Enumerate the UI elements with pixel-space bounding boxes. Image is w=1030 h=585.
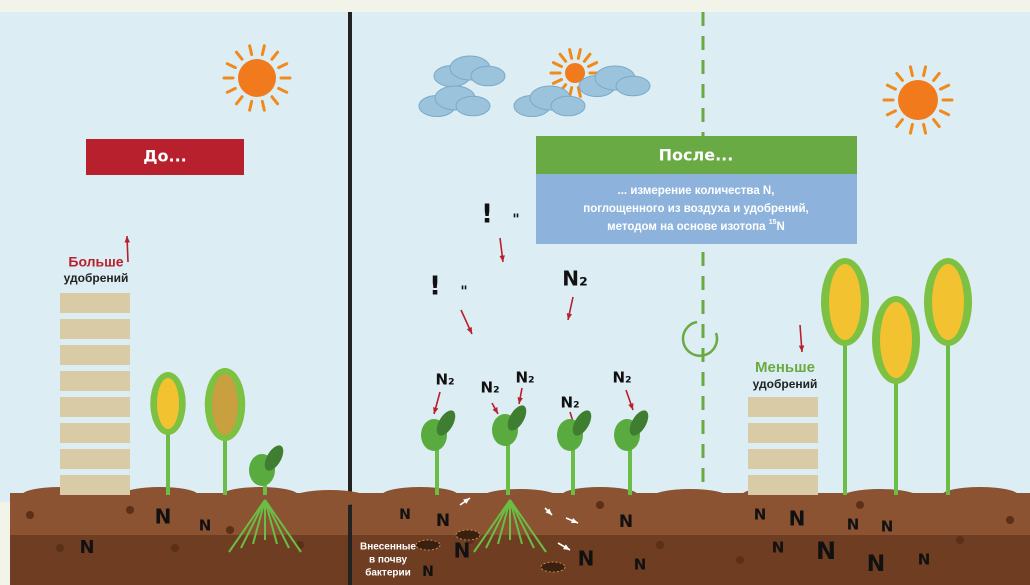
fertilizer-bag	[60, 293, 130, 313]
bacterium	[416, 540, 440, 550]
air-label: N₂	[612, 369, 631, 387]
sun-ray	[250, 101, 252, 110]
soil-label: N	[881, 518, 894, 536]
soil-pebble	[171, 544, 179, 552]
fertilizer-bag	[748, 397, 818, 417]
fertilizer-label: удобрений	[753, 377, 818, 391]
cloud	[471, 66, 505, 86]
soil-label: N	[816, 537, 836, 565]
fertilizer-bag	[748, 423, 818, 443]
soil-label: N	[155, 505, 172, 529]
mark: !	[481, 200, 493, 230]
soil-pebble	[736, 556, 744, 564]
bacteria-caption: бактерии	[365, 567, 411, 579]
corn-cob	[157, 378, 179, 429]
description-line: методом на основе изотопа	[607, 221, 766, 233]
air-label: N₂	[562, 267, 588, 291]
soil-pebble	[1006, 516, 1014, 524]
soil-label: N	[436, 511, 450, 531]
before-title: До...	[143, 147, 186, 166]
soil-clump	[842, 489, 918, 505]
soil-label: N	[454, 539, 471, 563]
fertilizer-bag	[748, 475, 818, 495]
air-label: N₂	[480, 379, 499, 397]
sun-ray	[262, 46, 264, 55]
fertilizer-bag	[60, 319, 130, 339]
mark: !	[429, 272, 441, 302]
fertilizer-bag	[60, 397, 130, 417]
soil-label: N	[847, 516, 860, 534]
soil-clump	[652, 489, 728, 505]
cloud	[551, 96, 585, 116]
sun-ray	[924, 67, 926, 76]
fertilizer-bag	[748, 449, 818, 469]
soil-pebble	[226, 526, 234, 534]
fertilizer-amount: Меньше	[755, 359, 815, 376]
soil-clump	[222, 487, 298, 503]
isotope-element: N	[777, 221, 785, 233]
sun-ray	[924, 124, 926, 133]
air-label: N₂	[560, 394, 579, 412]
mark: "	[460, 284, 467, 300]
description-line: методом на основе изотопа 15N	[607, 219, 785, 233]
corn-cob	[932, 264, 964, 340]
description-line: ... измерение количества N,	[618, 185, 775, 197]
soil-label: N	[789, 507, 806, 531]
soil-label: N	[578, 547, 595, 571]
fertilizer-bag	[60, 423, 130, 443]
fertilizer-amount: Больше	[68, 254, 123, 270]
soil-pebble	[656, 541, 664, 549]
fertilizer-bag	[60, 345, 130, 365]
sun-ray	[578, 50, 580, 59]
soil-pebble	[126, 506, 134, 514]
soil-label: N	[199, 517, 212, 535]
soil-label: N	[867, 552, 885, 577]
soil-label: N	[634, 556, 647, 574]
air-label: N₂	[435, 371, 454, 389]
bacterium	[541, 562, 565, 572]
soil-pebble	[856, 501, 864, 509]
cloud	[456, 96, 490, 116]
bacteria-caption: в почву	[369, 555, 408, 566]
fertilizer-bag	[60, 475, 130, 495]
corn-cob	[212, 374, 238, 435]
soil-label: N	[79, 537, 94, 558]
soil-clump	[122, 487, 198, 503]
infographic: До... После... ... измерение количества …	[0, 0, 1030, 585]
mark: "	[512, 212, 519, 228]
soil-label: N	[754, 506, 767, 524]
fertilizer-bag	[60, 449, 130, 469]
soil-clump	[482, 489, 558, 505]
sun-ray	[250, 46, 252, 55]
corn-cob	[880, 302, 912, 378]
fertilizer-label: удобрений	[64, 271, 129, 285]
soil-label: N	[918, 551, 931, 569]
sun-ray	[910, 124, 912, 133]
soil-label: N	[422, 564, 434, 580]
sun	[238, 59, 276, 97]
bacteria-caption: Внесенные	[360, 542, 416, 553]
soil-pebble	[596, 501, 604, 509]
isotope-mass: 15	[769, 219, 777, 226]
sun-ray	[570, 50, 572, 59]
soil-pebble	[956, 536, 964, 544]
soil-clump	[382, 487, 458, 503]
sun-ray	[262, 101, 264, 110]
description-line: поглощенного из воздуха и удобрений,	[583, 203, 808, 215]
soil-label: N	[772, 539, 785, 557]
soil-clump	[292, 490, 368, 506]
sun	[898, 80, 938, 120]
air-label: N₂	[515, 369, 534, 387]
soil-pebble	[56, 544, 64, 552]
soil-clump	[942, 487, 1018, 503]
soil-label: N	[399, 507, 411, 523]
cloud	[616, 76, 650, 96]
fertilizer-bag	[60, 371, 130, 391]
sun-ray	[910, 67, 912, 76]
soil-pebble	[26, 511, 34, 519]
soil-label: N	[619, 512, 633, 532]
corn-cob	[829, 264, 861, 340]
after-title: После...	[659, 146, 734, 165]
